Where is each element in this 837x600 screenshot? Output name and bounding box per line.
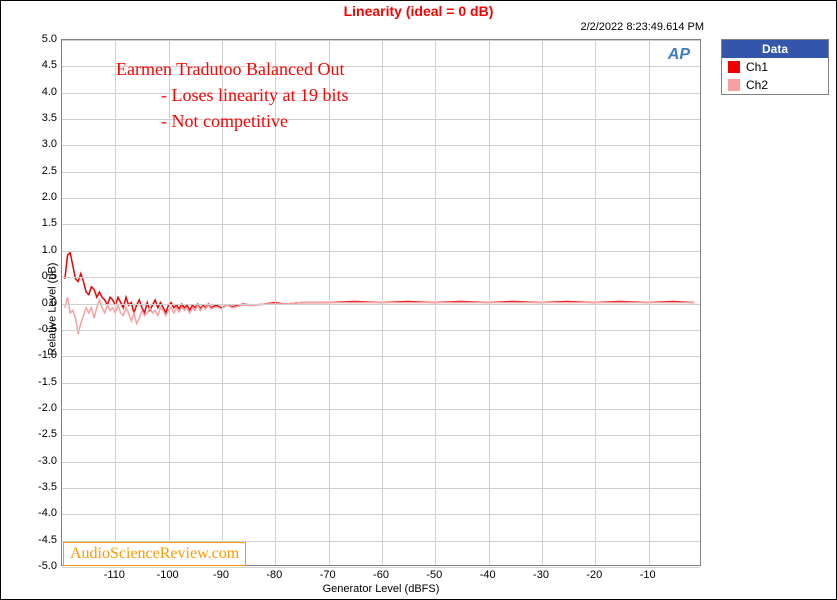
- y-tick-label: 1.5: [29, 217, 57, 229]
- y-tick-label: -4.0: [29, 507, 57, 519]
- y-tick-label: 4.0: [29, 86, 57, 98]
- x-tick-label: -30: [533, 569, 549, 581]
- grid-line-horizontal: [62, 304, 700, 305]
- y-tick-label: -3.0: [29, 455, 57, 467]
- x-tick-label: -110: [104, 569, 125, 581]
- grid-line-horizontal: [62, 40, 700, 41]
- y-tick-label: 3.0: [29, 138, 57, 150]
- chart-container: Linearity (ideal = 0 dB) 2/2/2022 8:23:4…: [0, 0, 837, 600]
- y-tick-label: 0.5: [29, 270, 57, 282]
- grid-line-horizontal: [62, 172, 700, 173]
- y-tick-label: 2.0: [29, 191, 57, 203]
- x-tick-label: -20: [586, 569, 602, 581]
- y-tick-label: 1.0: [29, 244, 57, 256]
- annotation-text: - Not competitive: [161, 111, 288, 132]
- grid-line-horizontal: [62, 488, 700, 489]
- legend-label: Ch2: [746, 78, 768, 92]
- chart-timestamp: 2/2/2022 8:23:49.614 PM: [580, 21, 704, 33]
- legend-label: Ch1: [746, 60, 768, 74]
- plot-area: AP: [61, 39, 701, 566]
- grid-line-horizontal: [62, 277, 700, 278]
- legend-header: Data: [722, 40, 828, 58]
- y-tick-label: -2.5: [29, 428, 57, 440]
- y-tick-label: -1.0: [29, 349, 57, 361]
- x-tick-label: -50: [426, 569, 442, 581]
- legend: Data Ch1 Ch2: [721, 39, 829, 95]
- x-tick-label: -10: [640, 569, 656, 581]
- y-tick-label: -5.0: [29, 560, 57, 572]
- x-tick-label: -80: [266, 569, 282, 581]
- y-tick-label: 3.5: [29, 112, 57, 124]
- annotation-text: Earmen Tradutoo Balanced Out: [116, 59, 344, 80]
- x-tick-label: -100: [157, 569, 179, 581]
- y-tick-label: 4.5: [29, 59, 57, 71]
- x-tick-label: -60: [373, 569, 389, 581]
- y-tick-label: 5.0: [29, 33, 57, 45]
- grid-line-horizontal: [62, 383, 700, 384]
- y-tick-label: 0.0: [29, 297, 57, 309]
- legend-swatch: [728, 61, 740, 73]
- y-tick-label: -4.5: [29, 534, 57, 546]
- watermark: AudioScienceReview.com: [63, 542, 246, 566]
- grid-line-horizontal: [62, 514, 700, 515]
- grid-line-horizontal: [62, 567, 700, 568]
- grid-line-horizontal: [62, 145, 700, 146]
- y-tick-label: 2.5: [29, 165, 57, 177]
- grid-line-horizontal: [62, 409, 700, 410]
- annotation-text: - Loses linearity at 19 bits: [161, 85, 348, 106]
- grid-line-horizontal: [62, 93, 700, 94]
- x-tick-label: -70: [320, 569, 336, 581]
- grid-line-horizontal: [62, 435, 700, 436]
- grid-line-horizontal: [62, 119, 700, 120]
- x-tick-label: -90: [213, 569, 229, 581]
- x-tick-label: -40: [480, 569, 496, 581]
- grid-line-horizontal: [62, 462, 700, 463]
- y-tick-label: -2.0: [29, 402, 57, 414]
- grid-line-horizontal: [62, 224, 700, 225]
- grid-line-horizontal: [62, 356, 700, 357]
- legend-item: Ch2: [722, 76, 828, 94]
- x-axis-label: Generator Level (dBFS): [323, 583, 440, 595]
- grid-line-horizontal: [62, 330, 700, 331]
- y-tick-label: -1.5: [29, 376, 57, 388]
- legend-item: Ch1: [722, 58, 828, 76]
- legend-swatch: [728, 79, 740, 91]
- chart-title: Linearity (ideal = 0 dB): [1, 3, 836, 19]
- y-tick-label: -0.5: [29, 323, 57, 335]
- grid-line-horizontal: [62, 198, 700, 199]
- grid-line-horizontal: [62, 251, 700, 252]
- y-tick-label: -3.5: [29, 481, 57, 493]
